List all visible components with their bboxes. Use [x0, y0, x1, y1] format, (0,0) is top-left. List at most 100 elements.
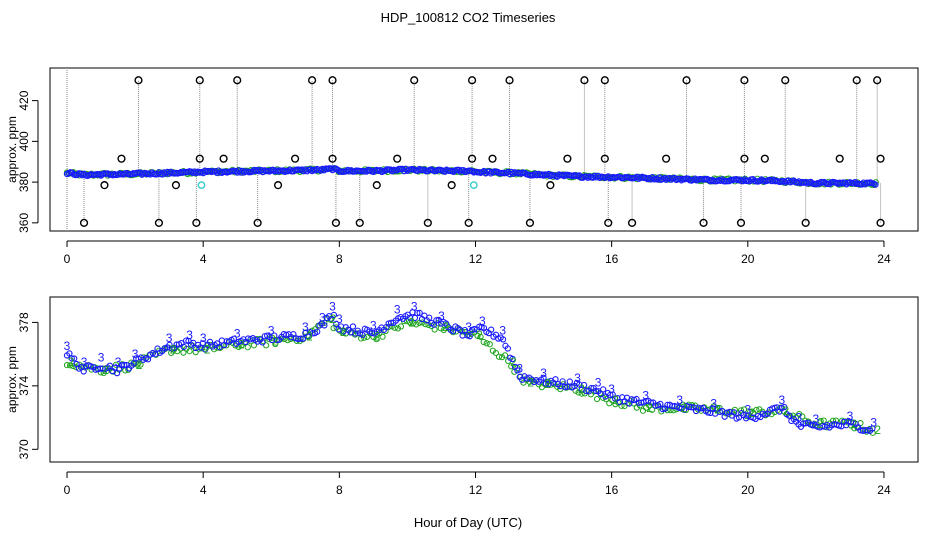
blue-point — [771, 404, 778, 411]
outlier-point — [331, 218, 341, 227]
green-point — [272, 340, 279, 348]
series-2-label: 2 — [527, 376, 534, 390]
green-point — [195, 345, 202, 352]
outlier-point — [781, 76, 790, 85]
series-2-label: 2 — [544, 377, 551, 391]
green-point — [495, 353, 503, 360]
series-2-label: 2 — [170, 342, 177, 356]
blue-point — [411, 314, 419, 322]
series-3-label: 3 — [574, 371, 581, 385]
series-2-label: 2 — [68, 355, 75, 369]
green-point — [829, 417, 837, 424]
series-3-label: 3 — [540, 366, 547, 380]
green-point — [578, 390, 585, 397]
y-tick-label: 370 — [17, 439, 31, 459]
plot-frame — [49, 67, 919, 232]
series-2-label: 2 — [476, 328, 483, 342]
outlier-point — [740, 76, 749, 85]
blue-point — [566, 378, 573, 385]
blue-point — [202, 346, 209, 353]
series-3-label: 3 — [370, 319, 377, 333]
blue-point — [80, 368, 87, 375]
outlier-point — [873, 76, 882, 85]
green-point — [440, 326, 447, 334]
green-point — [137, 361, 144, 368]
blue-point — [540, 374, 547, 381]
series-3-label: 3 — [394, 303, 401, 317]
outlier-point — [117, 154, 126, 163]
blue-point — [583, 387, 590, 395]
x-tick-label: 20 — [741, 483, 755, 497]
series-3-label: 3 — [81, 355, 88, 369]
series-3-label: 3 — [813, 412, 820, 426]
blue-point — [607, 391, 614, 399]
outlier-point — [662, 154, 671, 163]
blue-point — [230, 335, 237, 342]
green-point — [477, 333, 484, 340]
blue-point — [647, 399, 654, 406]
series-2-label: 2 — [408, 315, 415, 329]
green-point — [670, 407, 677, 414]
green-point — [134, 361, 141, 368]
green-point — [799, 413, 806, 420]
green-point — [327, 316, 334, 323]
green-point — [244, 344, 251, 351]
blue-point — [704, 409, 712, 416]
outlier-point — [835, 154, 844, 163]
series-3-label: 3 — [64, 339, 71, 353]
blue-point — [359, 331, 366, 338]
outlier-point — [372, 181, 381, 190]
outlier-point — [563, 154, 572, 163]
blue-point — [349, 323, 357, 330]
outlier-point — [488, 154, 497, 163]
x-tick-label: 4 — [200, 252, 207, 266]
green-point — [832, 417, 840, 424]
y-tick-label: 420 — [17, 90, 31, 110]
outlier-point — [546, 181, 555, 190]
outlier-point — [740, 154, 749, 163]
blue-point — [330, 311, 338, 319]
series-2-label: 2 — [714, 403, 721, 417]
series-3-label: 3 — [411, 299, 418, 313]
blue-point — [872, 181, 879, 188]
green-point — [753, 406, 760, 414]
outlier-point — [580, 76, 589, 85]
green-point — [508, 363, 515, 370]
blue-point — [68, 355, 75, 362]
x-tick-label: 12 — [469, 483, 483, 497]
series-2-label: 2 — [680, 401, 687, 415]
green-point — [379, 333, 386, 340]
series-3-label: 3 — [302, 320, 309, 334]
outlier-point — [467, 76, 477, 85]
outlier-point — [355, 218, 364, 227]
green-point — [474, 332, 481, 339]
blue-point — [317, 167, 324, 174]
blue-point — [466, 333, 473, 340]
plot-frame — [49, 296, 919, 463]
series-3-label: 3 — [595, 376, 602, 390]
outlier-point — [79, 218, 89, 227]
blue-point — [588, 385, 595, 392]
outlier-point — [273, 181, 283, 190]
green-point — [483, 340, 490, 347]
series-3-label: 3 — [744, 403, 751, 417]
x-tick-label: 8 — [336, 483, 343, 497]
series-2-label: 2 — [851, 417, 858, 431]
blue-point — [333, 320, 340, 328]
outlier-point — [308, 76, 317, 85]
blue-point — [688, 404, 695, 411]
x-tick-label: 0 — [64, 483, 71, 497]
green-point — [603, 396, 610, 403]
x-tick-label: 4 — [200, 483, 207, 497]
outlier-point — [505, 76, 514, 85]
blue-point — [206, 338, 214, 346]
top-panel: 0 4 8 12 16 20 24 360 380 400 420 approx. ppm — [5, 67, 919, 266]
outlier-point — [600, 154, 609, 163]
green-point — [63, 362, 71, 369]
green-point — [321, 319, 328, 326]
green-point — [492, 349, 500, 357]
outlier-point — [467, 154, 477, 163]
outlier-point — [600, 76, 609, 85]
green-point — [207, 342, 215, 349]
